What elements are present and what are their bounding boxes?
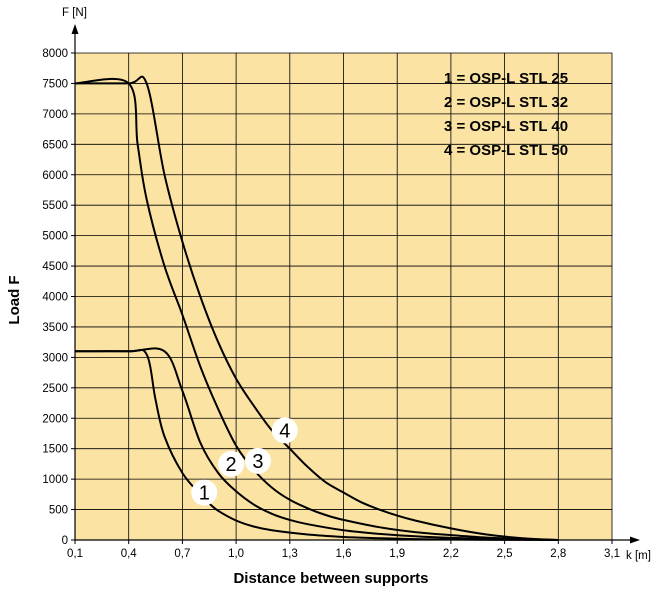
y-tick-label-5: 2500	[42, 383, 68, 395]
axes	[71, 24, 640, 544]
curve-3	[74, 77, 559, 541]
x-tick-label-9: 2,8	[550, 548, 566, 560]
curve-labels: 12 34	[191, 417, 298, 506]
y-tick-label-8: 4000	[42, 292, 68, 304]
x-tick-label-4: 1,3	[282, 548, 298, 560]
curve-label-bg-4	[271, 417, 298, 444]
y-tick-label-9: 4500	[42, 261, 68, 273]
curve-label-2: 2	[226, 454, 237, 476]
y-tick-label-15: 7500	[42, 78, 68, 90]
x-axis-title: Distance between supports	[233, 570, 428, 587]
y-tick-label-10: 5000	[42, 231, 68, 243]
curve-label-4: 4	[279, 420, 290, 442]
y-axis-arrow	[71, 24, 79, 34]
x-axis-ticks: 0,1 0,4 0,7 1,0 1,3 1,6 1,9 2,2 2,5 2,8 3,1	[67, 540, 620, 560]
curves	[74, 75, 559, 541]
x-axis-unit: k [m]	[626, 550, 651, 562]
x-tick-label-2: 0,7	[174, 548, 190, 560]
y-tick-label-3: 1500	[42, 444, 68, 456]
curve-label-3: 3	[252, 451, 263, 473]
legend: 1 = OSP-L STL 25 2 = OSP-L STL 32 3 = OS…	[444, 70, 568, 159]
x-tick-label-8: 2,5	[497, 548, 513, 560]
x-tick-label-7: 2,2	[443, 548, 459, 560]
y-tick-label-16: 8000	[42, 48, 68, 60]
y-tick-label-11: 5500	[42, 200, 68, 212]
x-tick-label-6: 1,9	[389, 548, 405, 560]
legend-entry-4: 4 = OSP-L STL 50	[444, 142, 568, 159]
curve-4	[74, 75, 559, 541]
y-tick-label-1: 500	[49, 505, 68, 517]
curve-label-bg-2	[218, 450, 245, 477]
y-tick-label-6: 3000	[42, 352, 68, 364]
curve-2	[74, 347, 559, 541]
curve-label-bg-1	[191, 479, 218, 506]
y-tick-label-2: 1000	[42, 474, 68, 486]
y-tick-label-4: 2000	[42, 413, 68, 425]
y-axis-ticks: 0 500 1000 1500 2000 2500 3000 3500 4000 4500 5000…	[42, 48, 75, 547]
x-tick-label-5: 1,6	[336, 548, 352, 560]
legend-entry-2: 2 = OSP-L STL 32	[444, 94, 568, 111]
y-axis-unit: F [N]	[62, 7, 87, 19]
y-tick-label-13: 6500	[42, 139, 68, 151]
y-axis-title: Load F	[6, 275, 23, 324]
x-tick-label-1: 0,4	[121, 548, 138, 560]
y-tick-label-7: 3500	[42, 322, 68, 334]
y-tick-label-14: 7000	[42, 109, 68, 121]
legend-entry-3: 3 = OSP-L STL 40	[444, 118, 568, 135]
x-tick-label-10: 3,1	[604, 548, 620, 560]
grid-lines	[74, 52, 613, 541]
y-tick-label-12: 6000	[42, 170, 68, 182]
y-tick-label-0: 0	[62, 535, 68, 547]
x-tick-label-0: 0,1	[67, 548, 83, 560]
curve-label-bg-3	[244, 447, 271, 474]
curve-label-1: 1	[199, 483, 210, 505]
x-tick-label-3: 1,0	[228, 548, 244, 560]
legend-entry-1: 1 = OSP-L STL 25	[444, 70, 568, 87]
x-axis-arrow	[630, 536, 640, 544]
